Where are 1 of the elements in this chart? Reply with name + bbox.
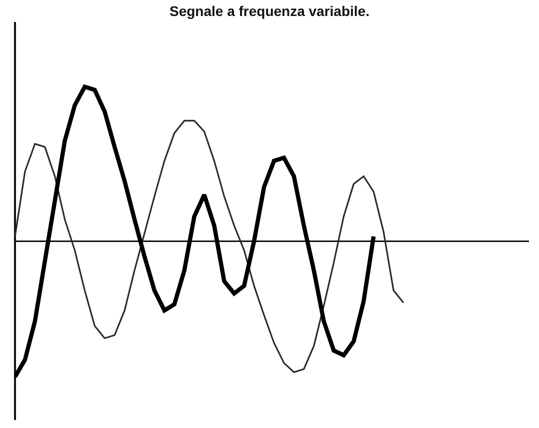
chart-title: Segnale a frequenza variabile.	[170, 3, 370, 20]
